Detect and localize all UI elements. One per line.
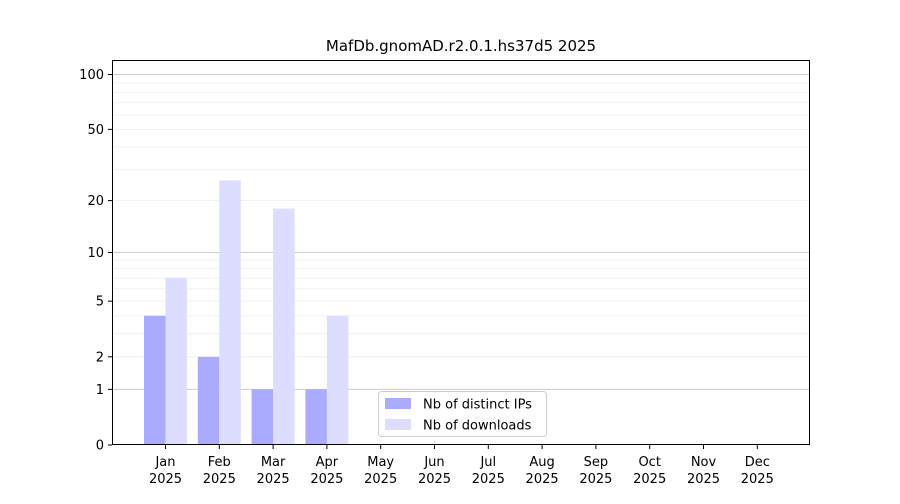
x-tick-label-month: Nov [691,455,717,470]
x-tick-label-year: 2025 [257,472,290,487]
x-tick-label-month: Feb [208,455,231,470]
x-tick-label-month: May [367,455,394,470]
x-tick-label-month: Jun [423,455,444,470]
x-tick-label-year: 2025 [633,472,666,487]
bar-distinct-ips-apr [305,389,327,445]
y-tick-label: 0 [96,439,104,454]
x-tick-label-month: Sep [584,455,609,470]
x-tick-label-year: 2025 [203,472,236,487]
x-tick-label-month: Jan [154,455,175,470]
bars [144,180,349,446]
legend: Nb of distinct IPs Nb of downloads [378,391,547,437]
x-tick-label-year: 2025 [687,472,720,487]
x-tick-label-month: Mar [261,455,286,470]
x-tick-label-year: 2025 [149,472,182,487]
x-tick-label-year: 2025 [579,472,612,487]
bar-distinct-ips-mar [251,389,274,445]
legend-label: Nb of distinct IPs [423,398,532,413]
bar-downloads-apr [326,315,349,445]
plot-frame [112,60,810,445]
bar-distinct-ips-jan [144,315,166,445]
bar-downloads-mar [273,208,295,445]
bar-downloads-feb [219,180,241,446]
bar-downloads-jan [165,278,187,445]
x-tick-label-year: 2025 [418,472,451,487]
x-tick-label-year: 2025 [526,472,559,487]
legend-swatch [385,398,411,409]
x-tick-label-year: 2025 [364,472,397,487]
chart-title: MafDb.gnomAD.r2.0.1.hs37d5 2025 [326,37,596,55]
x-tick-label-year: 2025 [741,472,774,487]
y-tick-label: 10 [87,246,104,261]
legend-swatch [385,419,411,430]
legend-label: Nb of downloads [423,419,532,434]
x-tick-label-month: Jul [479,455,496,470]
x-tick-label-month: Apr [316,455,339,470]
y-tick-label: 100 [79,68,104,83]
x-tick-label-month: Aug [529,455,554,470]
y-tick-label: 50 [87,123,104,138]
y-tick-label: 5 [96,295,104,310]
bar-distinct-ips-feb [197,356,220,445]
x-tick-label-month: Oct [638,455,660,470]
y-axis: 0 1 2 5 10 20 50 100 [79,68,112,454]
x-tick-label-year: 2025 [472,472,505,487]
x-tick-label-month: Dec [745,455,770,470]
legend-box [378,391,547,437]
y-tick-label: 1 [96,383,104,398]
y-tick-label: 2 [96,350,104,365]
y-tick-label: 20 [87,194,104,209]
x-tick-label-year: 2025 [310,472,343,487]
x-axis: Jan 2025 Feb 2025 Mar 2025 Apr 2025 May 2025 Jun 20… [149,445,774,487]
